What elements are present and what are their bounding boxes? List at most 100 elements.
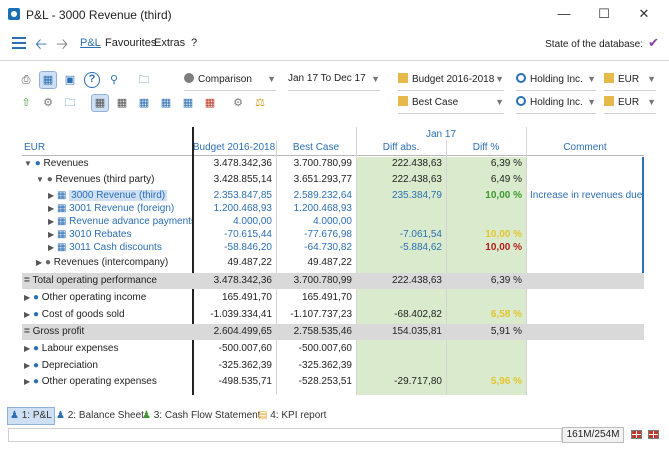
tab-pl[interactable]: ♟ 1: P&L (7, 407, 55, 425)
table-row[interactable]: ▶ ▦ 3001 Revenue (foreign) 1.200.468,93 … (22, 201, 644, 217)
print-icon[interactable]: ⎙ (21, 74, 31, 86)
back-arrow-icon[interactable]: 🡠 (35, 36, 48, 53)
expand-icon[interactable]: ▶ (24, 377, 31, 386)
table-row-total[interactable]: = Gross profit 2.604.499,65 2.758.535,46… (22, 324, 644, 340)
nav-tab-help[interactable]: ? (191, 37, 198, 49)
table-row[interactable]: ▼ ● Revenues 3.478.342,36 3.700.780,99 2… (22, 156, 644, 172)
entity-value: Holding Inc. (530, 74, 583, 85)
chevron-down-icon: ▼ (495, 74, 504, 84)
column-header-eur[interactable]: EUR (24, 142, 46, 153)
nav-tab-pl[interactable]: P&L (80, 37, 101, 49)
folder-icon[interactable]: 🗀 (64, 97, 76, 109)
entity-dropdown[interactable]: Holding Inc. ▼ (516, 73, 596, 91)
memory-indicator[interactable]: 161M/254M (562, 427, 624, 443)
tab-cash-flow[interactable]: ♟ 3: Cash Flow Statement (142, 410, 261, 421)
expand-icon[interactable]: ▶ (24, 293, 31, 302)
collapse-icon[interactable]: ▼ (36, 175, 44, 184)
version-dropdown[interactable]: Budget 2016-2018 ▼ (398, 73, 504, 91)
scenario-dropdown[interactable]: Best Case ▼ (398, 96, 504, 114)
table-row[interactable]: ▶ ● Revenues (intercompany) 49.487,22 49… (22, 255, 644, 271)
nav-tab-favourites[interactable]: Favourites (105, 37, 157, 49)
tab-balance-sheet[interactable]: ♟ 2: Balance Sheet (56, 410, 144, 421)
entity-2-dropdown[interactable]: Holding Inc. ▼ (516, 96, 596, 114)
table-view-icon[interactable]: ▦ (39, 71, 57, 89)
column-header-best-case[interactable]: Best Case (292, 142, 340, 153)
table-row[interactable]: ▶ ● Depreciation -325.362,39 -325.362,39 (22, 358, 644, 374)
table-row[interactable]: ▶ ● Cost of goods sold -1.039.334,41 -1.… (22, 307, 644, 323)
tab-pl-label: 1: P&L (21, 410, 52, 421)
scroll-indicator[interactable] (642, 157, 644, 285)
expand-icon[interactable]: ▶ (24, 310, 31, 319)
expand-icon[interactable]: ▶ (36, 258, 43, 267)
grid-layout-6-icon[interactable]: ▦ (204, 97, 216, 109)
grid-layout-1-icon[interactable]: ▦ (91, 94, 109, 112)
language-flag-icon[interactable] (631, 430, 642, 439)
balance-scale-icon[interactable]: ⚖ (255, 97, 265, 109)
best-value: -325.362,39 (298, 360, 352, 371)
menu-icon[interactable] (12, 37, 26, 49)
comment-value[interactable]: Increase in revenues due to (530, 190, 642, 201)
table-row[interactable]: ▶ ● Other operating expenses -498.535,71… (22, 374, 644, 390)
close-icon[interactable]: ✕ (638, 6, 650, 21)
expand-icon[interactable]: ▶ (24, 361, 31, 370)
settings-icon[interactable]: ⚙ (43, 97, 53, 109)
search-icon[interactable]: ⚲ (109, 74, 119, 86)
frozen-divider (192, 127, 194, 395)
column-header-diff-pct[interactable]: Diff % (472, 142, 500, 153)
expand-icon[interactable]: ▶ (48, 204, 55, 213)
period-dropdown[interactable]: Jan 17 To Dec 17 ▼ (288, 73, 380, 91)
column-header-diff-abs[interactable]: Diff abs. (382, 142, 420, 153)
open-folder-icon[interactable]: 🗀 (138, 74, 150, 86)
best-value: 3.700.780,99 (293, 158, 352, 169)
tab-kpi-report[interactable]: ▤ 4: KPI report (258, 410, 327, 421)
grid-layout-5-icon[interactable]: ▦ (182, 97, 194, 109)
minimize-icon[interactable]: — (557, 6, 571, 21)
import-icon[interactable]: ⇧ (21, 97, 31, 109)
configure-icon[interactable]: ⚙ (233, 97, 243, 109)
best-value: 2.589.232,64 (293, 190, 352, 201)
forward-arrow-icon[interactable]: 🡢 (56, 36, 69, 53)
column-header-comment[interactable]: Comment (563, 142, 607, 153)
collapse-icon[interactable]: ▼ (24, 159, 32, 168)
expand-icon[interactable]: ▶ (48, 230, 55, 239)
budget-value: 2.604.499,65 (213, 326, 272, 337)
table-row[interactable]: ▶ ▦ 3010 Rebates -70.615,44 -77.676,98 -… (22, 227, 644, 243)
window-icon[interactable]: ▣ (64, 74, 76, 86)
table-row[interactable]: ▶ ▦ 3011 Cash discounts -58.846,20 -64.7… (22, 240, 644, 256)
language-flag-icon[interactable] (648, 430, 659, 439)
grid-layout-4-icon[interactable]: ▦ (160, 97, 172, 109)
expand-icon[interactable]: ▶ (48, 243, 55, 252)
view-mode-dropdown[interactable]: Comparison ▼ (184, 73, 276, 91)
help-icon[interactable]: ? (84, 72, 100, 88)
pct-value: 6,39 % (490, 158, 522, 169)
table-row-total[interactable]: = Total operating performance 3.478.342,… (22, 273, 644, 289)
tab-balance-sheet-label: 2: Balance Sheet (67, 410, 144, 421)
window-title: P&L - 3000 Revenue (third) (26, 8, 172, 22)
table-row[interactable]: ▶ ▦ Revenue advance payments 4.000,00 4.… (22, 214, 644, 230)
row-label: Depreciation (41, 360, 98, 371)
nav-tab-extras[interactable]: Extras (154, 37, 186, 49)
grid-layout-2-icon[interactable]: ▦ (116, 97, 128, 109)
grid-layout-3-icon[interactable]: ▦ (138, 97, 150, 109)
expand-icon[interactable]: ▶ (48, 191, 55, 200)
pct-value: 10,00 % (485, 190, 522, 201)
diff-value: -7.061,54 (399, 229, 442, 240)
chevron-down-icon: ▼ (587, 97, 596, 107)
diff-value: 222.438,63 (391, 174, 442, 185)
period-header: Jan 17 (425, 129, 457, 140)
table-row[interactable]: ▶ ● Labour expenses -500.007,60 -500.007… (22, 341, 644, 357)
column-header-budget[interactable]: Budget 2016-2018 (192, 142, 276, 153)
row-label: Other operating income (41, 292, 147, 303)
table-row-selected[interactable]: ▶ ▦ 3000 Revenue (third) 2.353.847,85 2.… (22, 188, 644, 204)
currency-dropdown[interactable]: EUR ▼ (604, 73, 656, 91)
maximize-icon[interactable]: ☐ (598, 6, 610, 21)
pct-value: 10,00 % (485, 229, 522, 240)
currency-icon (604, 96, 614, 106)
currency-2-dropdown[interactable]: EUR ▼ (604, 96, 656, 114)
table-row[interactable]: ▼ ● Revenues (third party) 3.428.855,14 … (22, 172, 644, 188)
title-bar: P&L - 3000 Revenue (third) — ☐ ✕ (0, 0, 669, 30)
table-row[interactable]: ▶ ● Other operating income 165.491,70 16… (22, 290, 644, 306)
expand-icon[interactable]: ▶ (24, 344, 31, 353)
budget-value: 2.353.847,85 (213, 190, 272, 201)
expand-icon[interactable]: ▶ (48, 217, 55, 226)
